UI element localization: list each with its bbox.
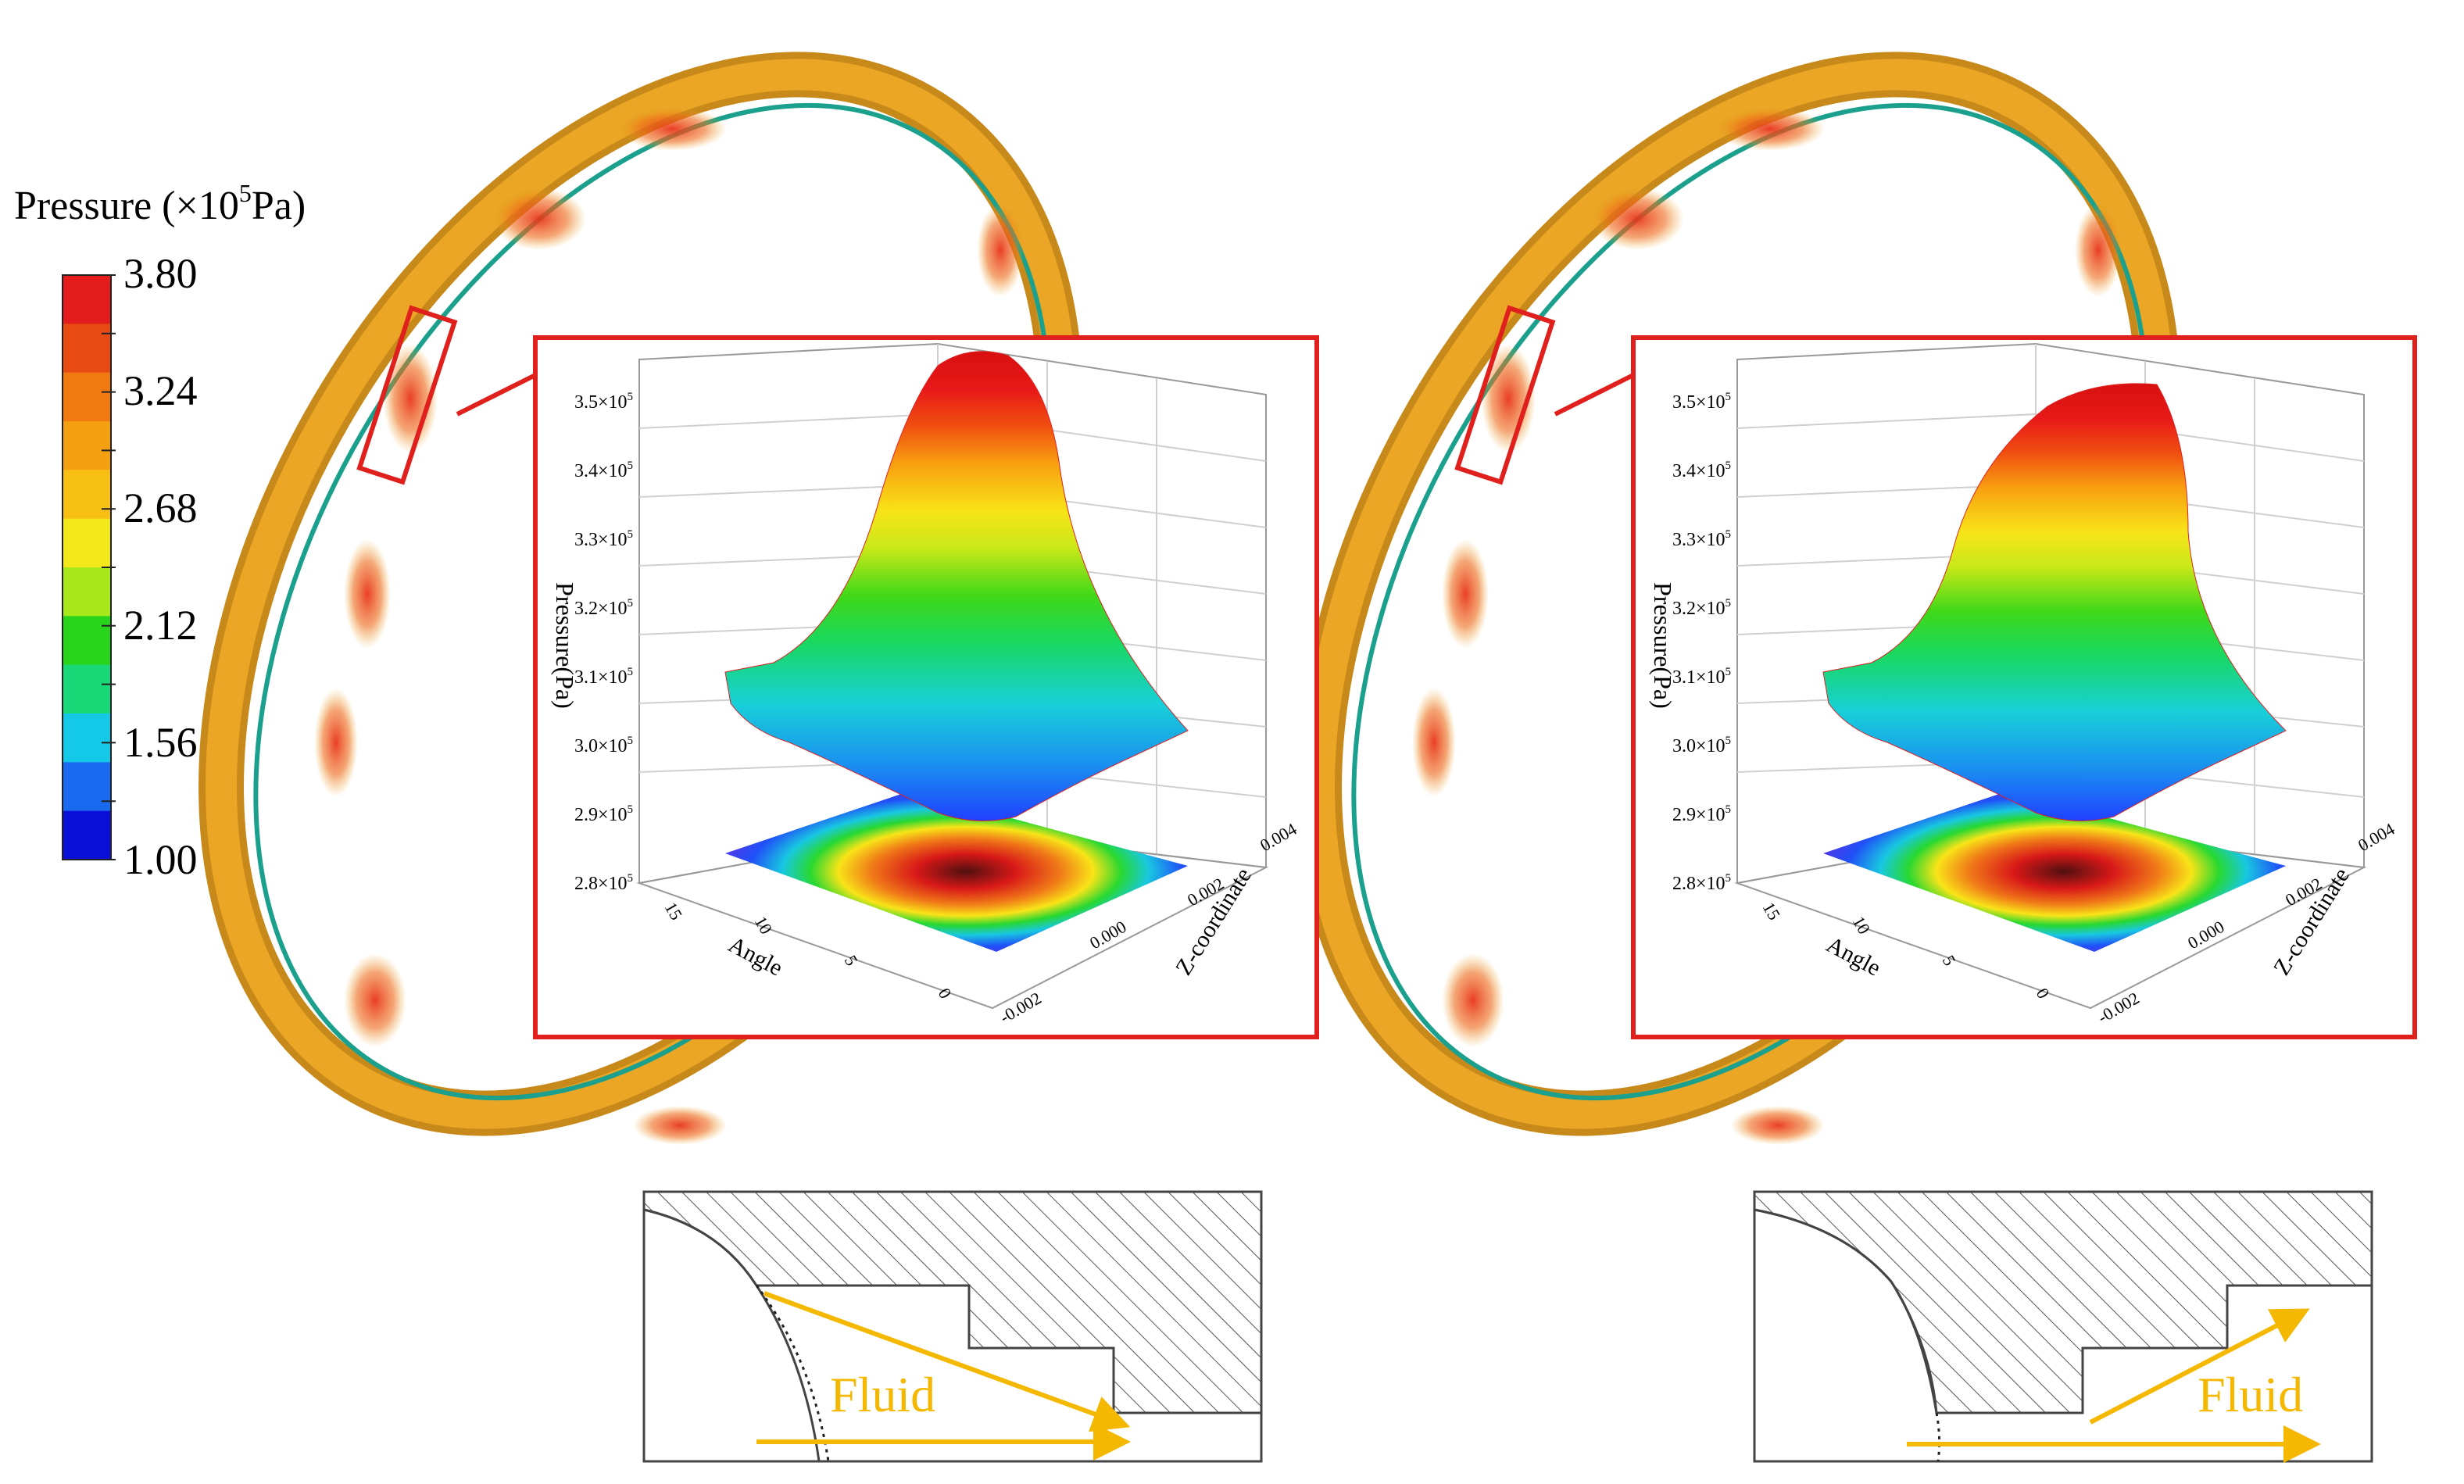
ring-hot-spot (617, 107, 727, 151)
y-tick-label: 3.1×105 (1672, 666, 1731, 688)
y-tick-label: 3.1×105 (574, 666, 633, 688)
legend-color-band (63, 421, 111, 470)
y-tick-labels: 3.5×105 3.4×105 3.3×105 3.2×105 3.1×105 3.0×1… (1672, 391, 1731, 894)
pressure-legend: Pressure (×105Pa) 3.80 3.24 2.68 2.12 1.… (14, 179, 306, 883)
legend-color-band (63, 372, 111, 422)
legend-level: 2.12 (123, 602, 198, 649)
flow-schematic-right: Fluid (1753, 1190, 2373, 1463)
ring-hot-spot (492, 188, 586, 250)
legend-title-main: Pressure (×10 (14, 184, 239, 228)
y-tick-label: 3.2×105 (1672, 597, 1731, 619)
ring-hot-spot (977, 203, 1024, 297)
fluid-label: Fluid (2198, 1367, 2303, 1422)
y-tick-label: 3.5×105 (574, 391, 633, 413)
legend-color-band (63, 810, 111, 860)
flow-arrow (763, 1291, 1131, 1432)
y-tick-label: 3.3×105 (574, 528, 633, 550)
ring-hot-spot (1715, 107, 1825, 151)
y-tick-label: 3.5×105 (1672, 391, 1731, 413)
pressure-surface (1822, 383, 2287, 821)
y-tick-label: 3.3×105 (1672, 528, 1731, 550)
y-tick-label: 2.8×105 (1672, 872, 1731, 894)
y-tick-label: 3.0×105 (574, 735, 633, 756)
ring-hot-spot (2075, 203, 2122, 297)
legend-colorbar (62, 274, 116, 860)
legend-color-band (63, 567, 111, 617)
y-tick-label: 3.4×105 (1672, 460, 1731, 481)
ring-hot-spot (633, 1106, 727, 1145)
y-tick-label: 2.9×105 (1672, 803, 1731, 825)
ring-hot-spot (344, 539, 391, 649)
y-tick-label: 3.4×105 (574, 460, 633, 481)
flow-schematic-left: Fluid (642, 1190, 1263, 1463)
callout-line (456, 373, 537, 417)
legend-color-band (63, 616, 111, 666)
highlight-box (356, 305, 458, 485)
roller-contour (1754, 1208, 1938, 1414)
legend-tick-labels: 3.80 3.24 2.68 2.12 1.56 1.00 (123, 250, 198, 883)
legend-color-band (63, 518, 111, 568)
legend-color-band (63, 664, 111, 714)
y-axis-label: Pressure(Pa) (1649, 582, 1677, 709)
legend-level: 2.68 (123, 485, 198, 531)
flow-arrow (2089, 1308, 2310, 1425)
legend-color-band (63, 762, 111, 812)
legend-title: Pressure (×105Pa) (14, 179, 306, 228)
roller-contour-dotted (755, 1285, 830, 1462)
y-tick-label: 2.8×105 (574, 872, 633, 894)
ring-hot-spot (1731, 1106, 1825, 1145)
floor-contour (725, 791, 1188, 952)
legend-level: 3.80 (123, 250, 198, 297)
inset-plot-right: 3.5×105 3.4×105 3.3×105 3.2×105 3.1×105 3.0×1… (1631, 335, 2417, 1039)
legend-color-band (63, 275, 111, 324)
ring-hot-spot (1442, 539, 1489, 649)
legend-level: 3.24 (123, 367, 198, 414)
floor-contour (1823, 791, 2286, 952)
legend-title-tail: Pa) (252, 184, 306, 228)
ring-hot-spot (1442, 953, 1504, 1047)
ring-hot-spot (1412, 688, 1456, 797)
legend-color-band (63, 470, 111, 520)
legend-level: 1.00 (123, 836, 198, 883)
pressure-surface (724, 351, 1189, 821)
y-tick-labels: 3.5×105 3.4×105 3.3×105 3.2×105 3.1×105 3.0×1… (574, 391, 633, 894)
legend-level: 1.56 (123, 719, 198, 766)
fluid-label: Fluid (830, 1367, 935, 1422)
ring-hot-spot (383, 344, 438, 453)
ring-hot-spot (344, 953, 406, 1047)
y-tick-label: 2.9×105 (574, 803, 633, 825)
legend-title-sup: 5 (239, 179, 252, 207)
legend-color-band (63, 324, 111, 374)
inset-plot-left: 3.5×105 3.4×105 3.3×105 3.2×105 3.1×105 3.0×1… (533, 335, 1319, 1039)
callout-line (1554, 373, 1635, 417)
ring-hot-spot (1590, 188, 1684, 250)
ring-hot-spot (314, 688, 358, 797)
y-tick-label: 3.0×105 (1672, 735, 1731, 756)
highlight-box (1454, 305, 1556, 485)
ring-hot-spot (1481, 344, 1536, 453)
y-axis-label: Pressure(Pa) (551, 582, 579, 709)
roller-contour-dotted (1935, 1412, 1941, 1462)
y-tick-label: 3.2×105 (574, 597, 633, 619)
legend-color-band (63, 713, 111, 763)
